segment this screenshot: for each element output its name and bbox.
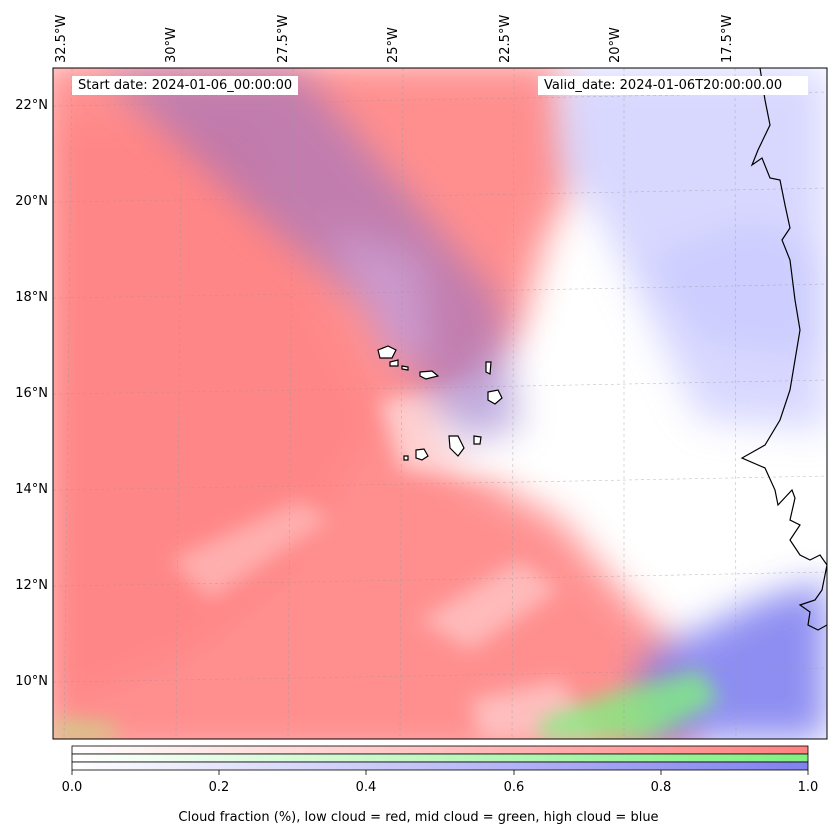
colorbar-tick: 0.0 — [61, 780, 83, 795]
lon-label: 25°W — [386, 27, 401, 63]
coastline-africa — [740, 68, 827, 631]
lat-label: 18°N — [15, 290, 48, 305]
lat-label: 20°N — [15, 194, 48, 209]
start-date-label: Start date: 2024-01-06_00:00:00 — [72, 76, 299, 95]
lon-label: 20°W — [608, 27, 623, 63]
colorbar-tick: 0.2 — [208, 780, 230, 795]
lat-label: 10°N — [15, 674, 48, 689]
lon-label: 17.5°W — [720, 14, 735, 63]
colorbar-tick: 0.6 — [503, 780, 525, 795]
lon-label: 22.5°W — [498, 14, 513, 63]
lon-label: 32.5°W — [54, 14, 69, 63]
valid-date-label: Valid_date: 2024-01-06T20:00:00.00 — [538, 76, 808, 95]
lat-label: 14°N — [15, 482, 48, 497]
lat-label: 22°N — [15, 98, 48, 113]
cloud-field — [53, 68, 827, 739]
lat-label: 12°N — [15, 578, 48, 593]
colorbar-tick: 1.0 — [797, 780, 819, 795]
colorbar-tick: 0.8 — [650, 780, 672, 795]
colorbar — [71, 745, 809, 775]
lat-label: 16°N — [15, 386, 48, 401]
gridlines — [53, 68, 827, 739]
lon-label: 27.5°W — [276, 14, 291, 63]
colorbar-label: Cloud fraction (%), low cloud = red, mid… — [178, 810, 659, 825]
cape-verde-islands — [377, 345, 503, 461]
lon-label: 30°W — [164, 27, 179, 63]
colorbar-tick: 0.4 — [355, 780, 377, 795]
